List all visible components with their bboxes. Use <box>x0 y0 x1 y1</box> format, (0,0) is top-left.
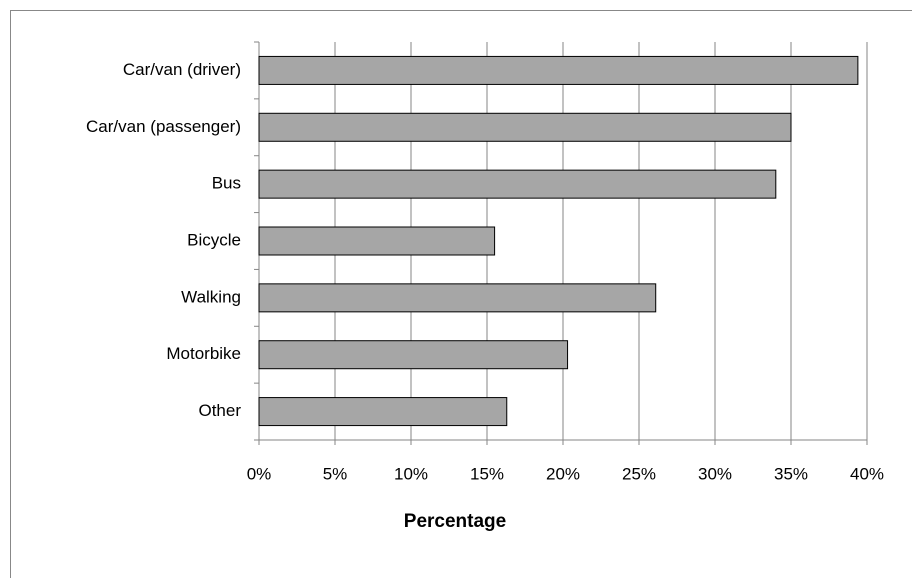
y-tick-label: Walking <box>181 287 241 306</box>
y-tick-label: Car/van (driver) <box>123 60 241 79</box>
bar <box>258 397 508 427</box>
y-tick-label: Other <box>198 401 241 420</box>
x-tick-label: 10% <box>394 464 428 483</box>
x-tick-label: 35% <box>774 464 808 483</box>
x-tick-label: 30% <box>698 464 732 483</box>
bar <box>258 55 859 85</box>
y-tick-label: Car/van (passenger) <box>86 117 241 136</box>
x-tick-label: 20% <box>546 464 580 483</box>
x-tick-label: 0% <box>247 464 272 483</box>
y-tick-label: Motorbike <box>166 344 241 363</box>
bar <box>258 169 777 199</box>
x-axis-title: Percentage <box>404 511 506 532</box>
x-tick-label: 5% <box>323 464 348 483</box>
y-tick-label: Bus <box>212 174 241 193</box>
x-tick-label: 15% <box>470 464 504 483</box>
bar <box>258 112 792 142</box>
y-tick-label: Bicycle <box>187 230 241 249</box>
x-tick-label: 25% <box>622 464 656 483</box>
bar <box>258 283 657 313</box>
x-tick-label: 40% <box>850 464 884 483</box>
bar <box>258 226 496 256</box>
bar <box>258 340 569 370</box>
